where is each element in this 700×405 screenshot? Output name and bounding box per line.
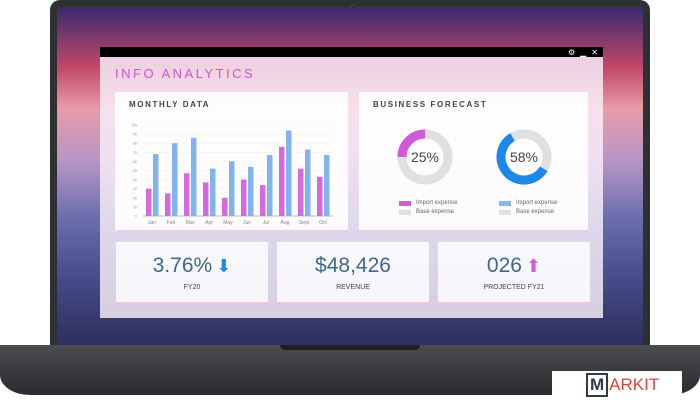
kpi-fy20: 3.76% ⬇ FY20	[116, 242, 268, 304]
x-tick-label: Jun	[243, 220, 251, 226]
monthly-bar-chart: 0 10 20 30 40 50 60 70 80 90 100 Jan Feb Mar Apr May Jun…	[131, 124, 333, 226]
bar-jan-pink	[146, 188, 152, 216]
bar-oct-pink	[317, 176, 323, 216]
kpi-label: REVENUE	[336, 284, 370, 291]
bar-may-blue	[229, 161, 235, 216]
bar-sept-pink	[298, 168, 304, 216]
monthly-data-card: MONTHLY DATA 0 10 20 30 40 50 60 70 80 90 100 Jan Fe…	[115, 92, 348, 230]
bar-sept-blue	[305, 149, 311, 216]
x-tick-label: May	[223, 220, 233, 226]
kpi-label: FY20	[183, 284, 201, 291]
y-tick-label: 100	[131, 124, 137, 128]
kpi-projected-fy21: 026 ⬆ PROJECTED FY21	[438, 242, 590, 304]
bar-mar-pink	[184, 173, 190, 216]
x-tick-label: Oct	[319, 220, 327, 226]
x-tick-label: Jul	[263, 220, 269, 226]
app-title: INFO ANALYTICS	[115, 66, 256, 81]
legend-2: Import expense Base expense	[499, 200, 557, 218]
bar-jun-blue	[248, 166, 254, 216]
legend-label: Import expense	[416, 200, 458, 206]
bar-aug-pink	[279, 146, 285, 216]
minimize-icon[interactable]: ▁	[580, 47, 587, 57]
legend-swatch	[499, 200, 511, 206]
y-tick-label: 90	[133, 133, 137, 137]
y-tick-label: 0	[135, 215, 137, 219]
y-tick-label: 30	[133, 187, 137, 191]
donut-value: 58%	[510, 149, 538, 165]
kpi-label: PROJECTED FY21	[483, 284, 545, 291]
donut-segment	[397, 129, 453, 185]
bar-jun-pink	[241, 179, 247, 216]
app-window: ⚙ ▁ ✕ INFO ANALYTICS MONTHLY DATA 0 10 20 3…	[100, 47, 603, 318]
x-tick-label: Sept	[299, 220, 310, 226]
x-tick-label: Jan	[148, 220, 156, 226]
bar-feb-blue	[172, 143, 178, 216]
screen: ⚙ ▁ ✕ INFO ANALYTICS MONTHLY DATA 0 10 20 3…	[57, 7, 643, 345]
markit-logo: M ARKIT	[552, 371, 682, 399]
donut-segment	[496, 129, 552, 185]
y-tick-label: 50	[133, 169, 137, 173]
legend-swatch	[399, 209, 411, 215]
card-title: BUSINESS FORECAST	[373, 100, 488, 109]
arrow-down-icon: ⬇	[216, 255, 232, 276]
bar-may-pink	[222, 197, 228, 216]
legend-swatch	[499, 209, 511, 215]
bar-jul-pink	[260, 185, 266, 216]
kpi-value: $48,426	[315, 254, 391, 277]
card-title: MONTHLY DATA	[129, 100, 211, 109]
bar-apr-blue	[210, 168, 216, 216]
bar-apr-pink	[203, 182, 209, 216]
legend-1: Import expense Base expense	[399, 200, 457, 218]
y-tick-label: 10	[133, 205, 137, 209]
business-forecast-card: BUSINESS FORECAST 25% 58% Import expense …	[359, 92, 588, 230]
hinge-notch	[280, 345, 420, 350]
x-tick-label: Mar	[186, 220, 195, 226]
legend-label: Base expense	[516, 209, 555, 215]
y-tick-label: 40	[133, 178, 137, 182]
arrow-up-icon: ⬆	[525, 255, 542, 276]
y-tick-label: 70	[133, 151, 137, 155]
bar-feb-pink	[165, 193, 171, 216]
bar-mar-blue	[191, 137, 197, 216]
legend-swatch	[399, 200, 411, 206]
legend-label: Import expense	[516, 200, 558, 206]
kpi-value: 026	[486, 254, 522, 277]
x-tick-label: Feb	[167, 220, 176, 226]
y-tick-label: 60	[133, 160, 137, 164]
y-tick-label: 80	[133, 142, 137, 146]
x-tick-label: Aug	[281, 220, 290, 226]
kpi-revenue: $48,426 REVENUE	[277, 242, 429, 304]
bar-jul-blue	[267, 155, 273, 216]
legend-label: Base expense	[416, 209, 455, 215]
gear-icon[interactable]: ⚙	[567, 47, 576, 57]
y-tick-label: 20	[133, 196, 137, 200]
donut-charts: 25% 58%	[397, 129, 552, 185]
x-tick-label: Apr	[205, 220, 213, 226]
close-icon[interactable]: ✕	[591, 47, 598, 57]
title-bar: ⚙ ▁ ✕	[100, 47, 603, 57]
kpi-value: 3.76%	[152, 254, 213, 277]
donut-value: 25%	[411, 149, 439, 165]
bar-jan-blue	[153, 154, 159, 216]
bar-oct-blue	[324, 155, 330, 216]
bar-aug-blue	[286, 130, 292, 216]
